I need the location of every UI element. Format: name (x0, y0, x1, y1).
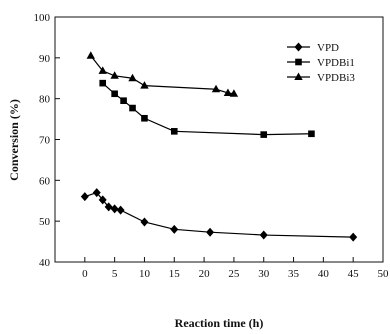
x-tick-label: 35 (288, 268, 300, 280)
y-tick-label: 50 (39, 216, 51, 228)
y-tick-label: 60 (39, 175, 51, 187)
legend: VPD VPDBi1 VPDBi3 (287, 42, 355, 84)
data-point-vpdbi1 (141, 114, 148, 122)
data-point-vpd (98, 195, 107, 205)
x-tick-label: 5 (112, 268, 118, 280)
data-point-vpdbi1 (170, 128, 178, 135)
data-point-vpd (116, 205, 125, 215)
series-line-vpdbi3 (90, 55, 234, 95)
series-layer (80, 51, 358, 242)
data-point-vpdbi3 (223, 88, 233, 96)
data-point-vpdbi3 (229, 89, 239, 97)
legend-label-vpdbi1: VPDBi1 (317, 57, 355, 69)
x-tick-label: 45 (348, 268, 360, 280)
x-tick-label: 25 (228, 268, 240, 280)
x-tick-label: 30 (258, 268, 270, 280)
y-tick-label: 40 (39, 257, 51, 269)
y-tick-label: 70 (39, 135, 51, 147)
data-point-vpd (110, 204, 119, 214)
legend-marker-vpd (294, 42, 303, 52)
y-tick-label: 90 (39, 53, 51, 65)
data-point-vpdbi1 (120, 97, 127, 105)
data-point-vpd (92, 188, 101, 198)
data-point-vpdbi1 (129, 104, 136, 112)
data-point-vpd (80, 192, 89, 202)
x-axis-title: Reaction time (h) (175, 316, 264, 330)
x-axis: 0 5 10 15 20 25 30 35 40 45 50 (82, 257, 389, 280)
x-tick-label: 10 (139, 268, 151, 280)
legend-label-vpdbi3: VPDBi3 (317, 72, 355, 84)
legend-label-vpd: VPD (317, 42, 339, 54)
data-point-vpdbi1 (111, 90, 118, 98)
data-point-vpd (206, 227, 215, 237)
data-point-vpdbi3 (98, 66, 107, 74)
x-tick-label: 40 (318, 268, 330, 280)
series-line-vpd (84, 191, 354, 238)
data-point-vpd (104, 202, 113, 212)
y-tick-label: 100 (34, 12, 51, 24)
data-point-vpdbi3 (140, 81, 149, 89)
data-point-vpd (140, 217, 149, 227)
x-tick-label: 50 (378, 268, 390, 280)
data-point-vpdbi3 (110, 71, 119, 79)
data-point-vpdbi1 (308, 130, 315, 138)
x-tick-label: 15 (169, 268, 181, 280)
y-tick-label: 80 (39, 94, 51, 106)
y-axis: 40 50 60 70 80 90 100 (34, 12, 60, 269)
data-point-vpdbi1 (260, 131, 268, 138)
data-point-vpd (259, 230, 268, 240)
x-tick-label: 20 (199, 268, 211, 280)
data-point-vpdbi3 (86, 51, 95, 59)
legend-marker-vpdbi3 (294, 72, 303, 80)
data-point-vpd (349, 232, 358, 242)
x-tick-label: 0 (82, 268, 88, 280)
data-point-vpdbi3 (211, 84, 221, 93)
legend-marker-vpdbi1 (295, 58, 302, 66)
data-point-vpdbi1 (99, 79, 107, 87)
data-point-vpd (170, 224, 179, 234)
y-axis-title: Conversion (%) (7, 99, 21, 181)
data-point-vpdbi3 (128, 73, 137, 82)
